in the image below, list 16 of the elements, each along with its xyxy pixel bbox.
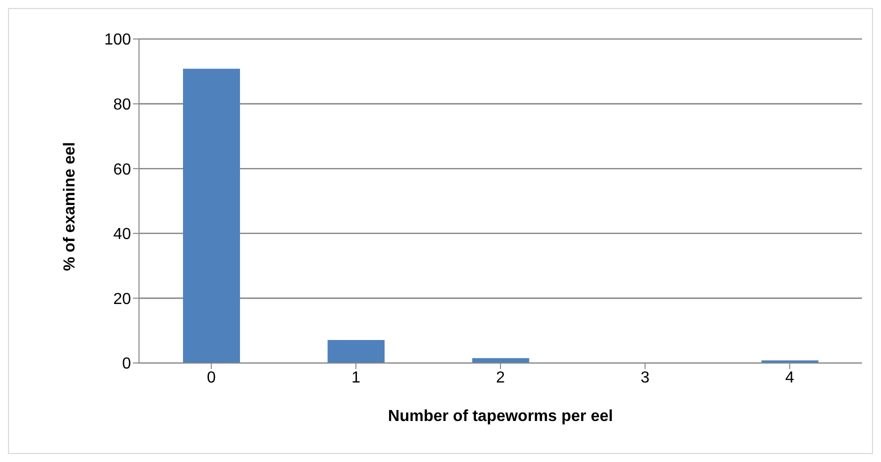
x-axis-title: Number of tapeworms per eel — [388, 408, 613, 425]
x-tick-label: 0 — [206, 369, 216, 386]
bar — [472, 358, 530, 363]
bar — [183, 68, 240, 363]
x-tick-label: 4 — [785, 369, 794, 386]
bar — [328, 340, 385, 363]
y-axis-title: % of examine eel — [62, 142, 79, 271]
y-tick-label: 80 — [113, 96, 132, 114]
y-tick-label: 100 — [104, 32, 132, 49]
y-tick-label: 60 — [113, 161, 132, 178]
y-tick-label: 40 — [113, 226, 132, 244]
y-tick-label: 20 — [113, 290, 132, 308]
y-tick-label: 0 — [122, 356, 132, 373]
x-tick-label: 2 — [496, 369, 506, 386]
x-tick-label: 1 — [351, 369, 360, 386]
x-tick-label: 3 — [640, 369, 650, 386]
